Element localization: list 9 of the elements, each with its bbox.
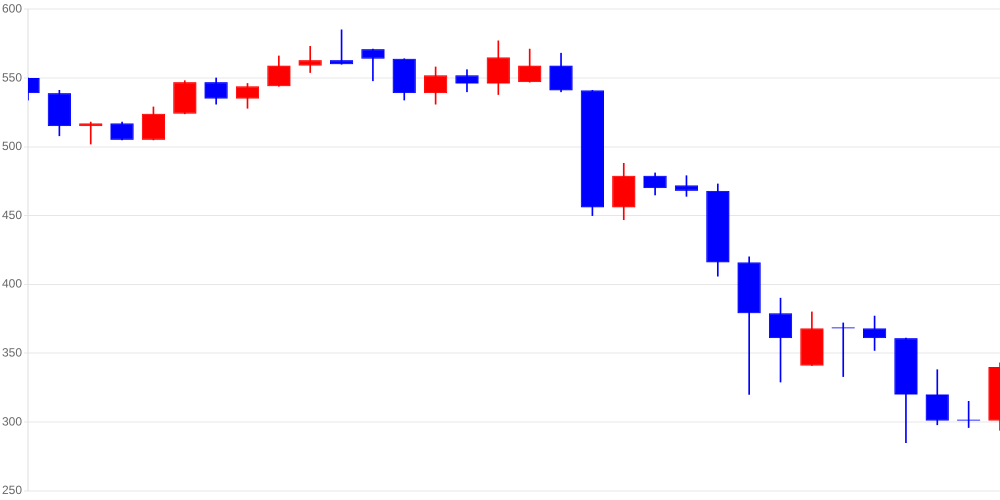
y-tick-label: 250 [2,483,22,498]
y-tick-label: 500 [2,139,22,154]
y-tick-label: 550 [2,70,22,84]
y-tick-label: 400 [2,276,22,291]
y-tick-label: 450 [2,208,22,222]
y-tick-label: 350 [2,346,22,360]
y-tick-label: 300 [2,414,22,428]
candlestick [330,30,354,65]
y-tick-label: 600 [2,2,22,16]
